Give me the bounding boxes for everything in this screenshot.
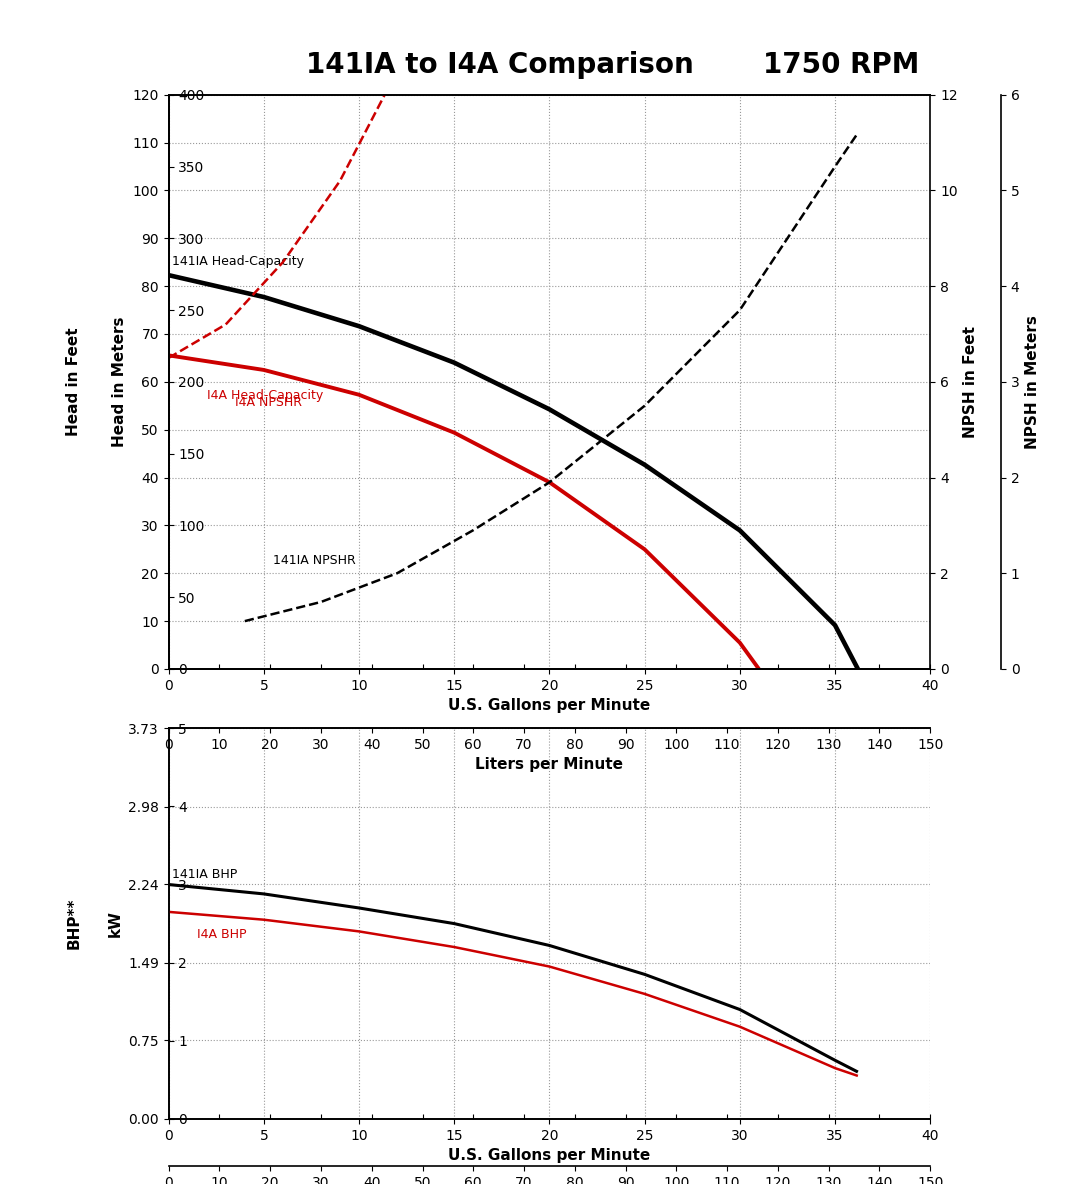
Text: 141IA Head-Capacity: 141IA Head-Capacity xyxy=(172,255,305,268)
Text: I4A NPSHR: I4A NPSHR xyxy=(235,395,302,408)
Y-axis label: BHP**: BHP** xyxy=(66,897,82,950)
Text: 141IA NPSHR: 141IA NPSHR xyxy=(273,554,356,567)
Y-axis label: NPSH in Meters: NPSH in Meters xyxy=(1025,315,1040,449)
Text: 141IA to I4A Comparison: 141IA to I4A Comparison xyxy=(306,51,693,79)
Y-axis label: Head in Feet: Head in Feet xyxy=(66,328,82,436)
Text: 141IA BHP: 141IA BHP xyxy=(172,868,237,881)
X-axis label: U.S. Gallons per Minute: U.S. Gallons per Minute xyxy=(448,699,651,713)
Text: I4A Head-Capacity: I4A Head-Capacity xyxy=(207,390,323,403)
X-axis label: U.S. Gallons per Minute: U.S. Gallons per Minute xyxy=(448,1148,651,1163)
Y-axis label: NPSH in Feet: NPSH in Feet xyxy=(963,326,978,438)
Text: I4A BHP: I4A BHP xyxy=(197,928,247,941)
X-axis label: Liters per Minute: Liters per Minute xyxy=(475,758,623,772)
Y-axis label: Head in Meters: Head in Meters xyxy=(112,316,127,448)
Y-axis label: kW: kW xyxy=(108,910,123,937)
Text: 1750 RPM: 1750 RPM xyxy=(763,51,919,79)
